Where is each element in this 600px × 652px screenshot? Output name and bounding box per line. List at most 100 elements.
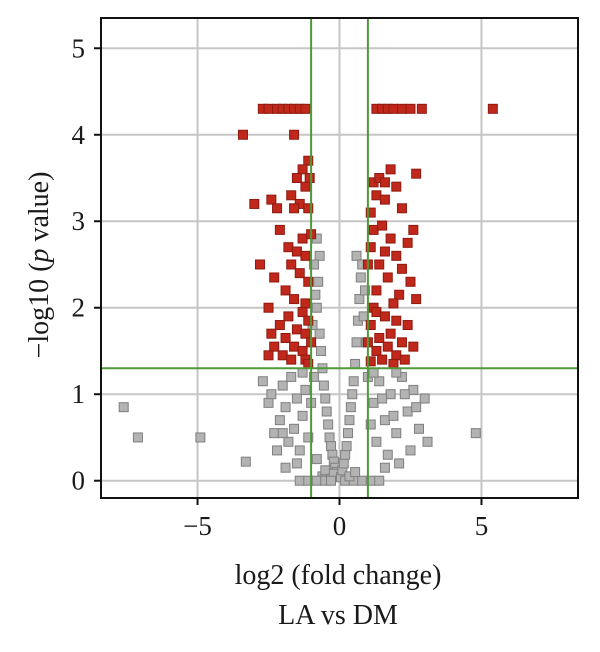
significant-point: [391, 181, 402, 192]
nonsignificant-point: [308, 259, 319, 270]
significant-point: [371, 285, 382, 296]
significant-point: [408, 224, 419, 235]
significant-point: [388, 298, 399, 309]
significant-point: [399, 354, 410, 365]
nonsignificant-point: [297, 367, 308, 378]
nonsignificant-point: [379, 462, 390, 473]
nonsignificant-point: [354, 294, 365, 305]
y-tick-labels: 0 1 2 3 4 5: [72, 33, 101, 496]
nonsignificant-point: [350, 358, 361, 369]
nonsignificant-point: [379, 415, 390, 426]
significant-point: [286, 259, 297, 270]
significant-point: [300, 298, 311, 309]
significant-point: [263, 350, 274, 361]
chart-subtitle: LA vs DM: [278, 600, 398, 631]
x-tick-label: 0: [333, 511, 347, 541]
significant-point: [286, 354, 297, 365]
significant-point: [274, 320, 285, 331]
nonsignificant-point: [308, 371, 319, 382]
nonsignificant-point: [277, 380, 288, 391]
nonsignificant-point: [132, 432, 143, 443]
data-points: [118, 103, 498, 486]
y-tick-label: 0: [72, 466, 86, 496]
significant-point: [391, 350, 402, 361]
significant-point: [379, 177, 390, 188]
significant-point: [396, 263, 407, 274]
nonsignificant-point: [311, 475, 322, 486]
nonsignificant-point: [345, 402, 356, 413]
nonsignificant-point: [118, 402, 129, 413]
nonsignificant-point: [272, 445, 283, 456]
y-axis-title-suffix: value): [24, 172, 55, 249]
significant-point: [280, 333, 291, 343]
nonsignificant-point: [408, 384, 419, 395]
significant-point: [303, 203, 314, 214]
nonsignificant-point: [399, 389, 410, 400]
nonsignificant-point: [325, 441, 336, 452]
nonsignificant-point: [357, 475, 368, 486]
significant-point: [283, 242, 294, 253]
significant-point: [385, 328, 396, 339]
significant-point: [300, 181, 311, 192]
significant-point: [291, 173, 302, 183]
nonsignificant-point: [310, 289, 321, 300]
significant-point: [255, 259, 265, 270]
x-tick-label: −5: [183, 511, 212, 541]
significant-point: [391, 315, 402, 326]
significant-point: [289, 341, 300, 352]
nonsignificant-point: [314, 250, 325, 261]
nonsignificant-point: [377, 393, 388, 404]
significant-point: [374, 259, 385, 270]
nonsignificant-point: [294, 475, 305, 486]
nonsignificant-point: [277, 428, 288, 439]
nonsignificant-point: [411, 402, 422, 413]
grid-lines: [101, 18, 578, 498]
nonsignificant-point: [385, 389, 396, 400]
significant-point: [394, 289, 405, 300]
y-tick-label: 4: [72, 120, 86, 150]
nonsignificant-point: [325, 475, 336, 486]
significant-point: [405, 103, 416, 114]
significant-point: [289, 129, 300, 140]
nonsignificant-point: [289, 423, 300, 434]
nonsignificant-point: [320, 393, 331, 404]
significant-point: [300, 103, 311, 114]
significant-point: [391, 250, 402, 261]
y-tick-label: 1: [72, 379, 86, 409]
significant-point: [382, 272, 393, 283]
x-tick-label: 5: [475, 511, 489, 541]
nonsignificant-point: [340, 449, 351, 460]
significant-point: [365, 356, 376, 367]
significant-point: [379, 311, 390, 322]
nonsignificant-point: [343, 428, 354, 439]
significant-point: [249, 198, 260, 209]
significant-point: [303, 155, 314, 166]
significant-point: [379, 194, 390, 205]
significant-point: [283, 311, 294, 322]
significant-point: [297, 164, 308, 175]
y-tick-label: 3: [72, 206, 86, 236]
nonsignificant-point: [348, 376, 359, 387]
x-tick-labels: −5 0 5: [183, 498, 488, 541]
nonsignificant-point: [311, 302, 322, 313]
significant-point: [304, 173, 315, 183]
threshold-lines-front: [101, 18, 578, 498]
nonsignificant-point: [283, 436, 294, 447]
nonsignificant-point: [355, 272, 366, 283]
nonsignificant-point: [388, 410, 399, 421]
nonsignificant-point: [371, 436, 382, 447]
nonsignificant-point: [360, 285, 371, 296]
nonsignificant-point: [350, 467, 361, 478]
significant-point: [300, 250, 311, 261]
nonsignificant-point: [323, 419, 334, 430]
nonsignificant-point: [391, 428, 402, 439]
y-axis-title: −log10 (p value): [24, 172, 55, 359]
nonsignificant-point: [358, 311, 369, 322]
significant-point: [371, 190, 382, 201]
nonsignificant-point: [419, 393, 430, 404]
nonsignificant-point: [280, 462, 291, 473]
significant-point: [487, 103, 498, 114]
significant-point: [294, 268, 305, 279]
nonsignificant-point: [351, 250, 362, 261]
